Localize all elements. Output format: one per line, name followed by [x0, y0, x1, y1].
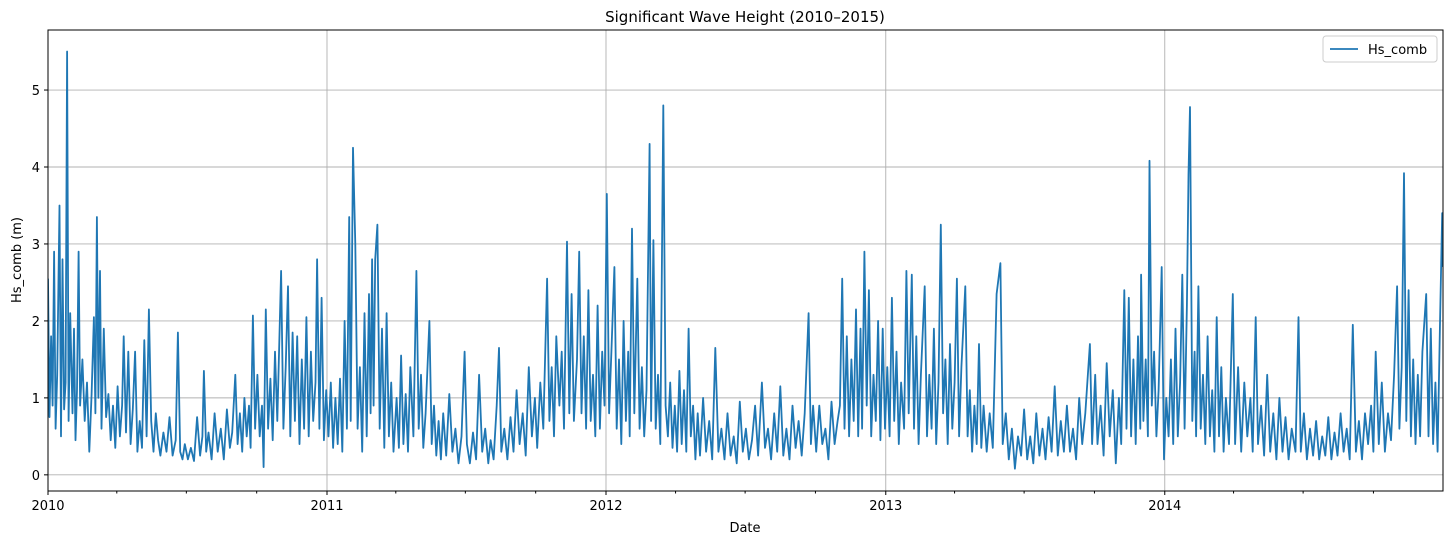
x-axis-label: Date — [729, 521, 760, 536]
x-tick-label: 2014 — [1148, 499, 1181, 514]
y-tick-label: 0 — [32, 469, 40, 484]
plot-frame — [47, 29, 1444, 492]
x-tick-label: 2011 — [310, 499, 343, 514]
x-tick-label: 2013 — [869, 499, 902, 514]
y-tick-label: 2 — [32, 315, 40, 330]
legend: Hs_comb — [1322, 35, 1438, 63]
x-tick-label: 2010 — [31, 499, 64, 514]
chart-title: Significant Wave Height (2010–2015) — [605, 8, 885, 26]
series-line-hs-comb — [48, 50, 1443, 470]
y-tick-label: 4 — [32, 161, 40, 176]
legend-label-hs-comb: Hs_comb — [1368, 43, 1427, 58]
x-tick-label: 2012 — [589, 499, 622, 514]
y-tick-label: 1 — [32, 392, 40, 407]
legend-box — [1322, 35, 1438, 63]
y-tick-label: 3 — [32, 238, 40, 253]
y-axis-label: Hs_comb (m) — [10, 217, 25, 303]
y-tick-label: 5 — [32, 84, 40, 99]
